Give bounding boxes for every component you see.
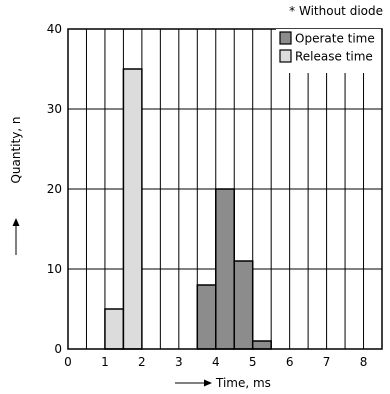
x-tick-label-5: 5: [249, 355, 257, 369]
legend-swatch-0: [279, 31, 292, 45]
x-axis-title: Time, ms: [215, 376, 271, 390]
bars: [104, 68, 272, 350]
y-tick-label-3: 30: [47, 102, 62, 116]
x-tick-label-0: 0: [64, 355, 72, 369]
bar-series0-bin1: [215, 188, 235, 350]
chart-annotation: * Without diode: [289, 4, 383, 18]
y-tick-label-0: 0: [54, 342, 62, 356]
legend: Operate time Release time: [276, 29, 381, 73]
y-axis-title: Quantity, n: [9, 116, 23, 183]
y-axis-label: Quantity, n: [9, 116, 23, 255]
bar-series0-bin2: [233, 260, 254, 350]
bar-series0-bin0: [196, 284, 217, 350]
x-tick-label-8: 8: [360, 355, 368, 369]
x-tick-labels: 0 1 2 3 4 5 6 7 8: [64, 355, 367, 369]
x-axis-label: Time, ms: [175, 376, 271, 390]
plot-frame: [67, 28, 383, 350]
x-tick-label-2: 2: [138, 355, 146, 369]
x-tick-label-3: 3: [175, 355, 183, 369]
x-tick-label-4: 4: [212, 355, 220, 369]
x-axis-arrow-head: [204, 379, 212, 387]
y-tick-label-2: 20: [47, 182, 62, 196]
bar-series1-bin1: [122, 68, 143, 350]
y-tick-label-1: 10: [47, 262, 62, 276]
x-tick-label-1: 1: [101, 355, 109, 369]
legend-label-1: Release time: [295, 50, 373, 64]
legend-swatch-1: [279, 49, 292, 63]
y-tick-label-4: 40: [47, 22, 62, 36]
legend-label-0: Operate time: [295, 32, 375, 46]
legend-background: [276, 29, 381, 73]
bar-series0-bin3: [251, 340, 272, 350]
y-tick-labels: 0 10 20 30 40: [47, 22, 62, 356]
y-axis-arrow-head: [12, 218, 20, 226]
bar-series1-bin0: [104, 308, 125, 350]
x-tick-label-6: 6: [286, 355, 294, 369]
x-tick-label-7: 7: [323, 355, 331, 369]
